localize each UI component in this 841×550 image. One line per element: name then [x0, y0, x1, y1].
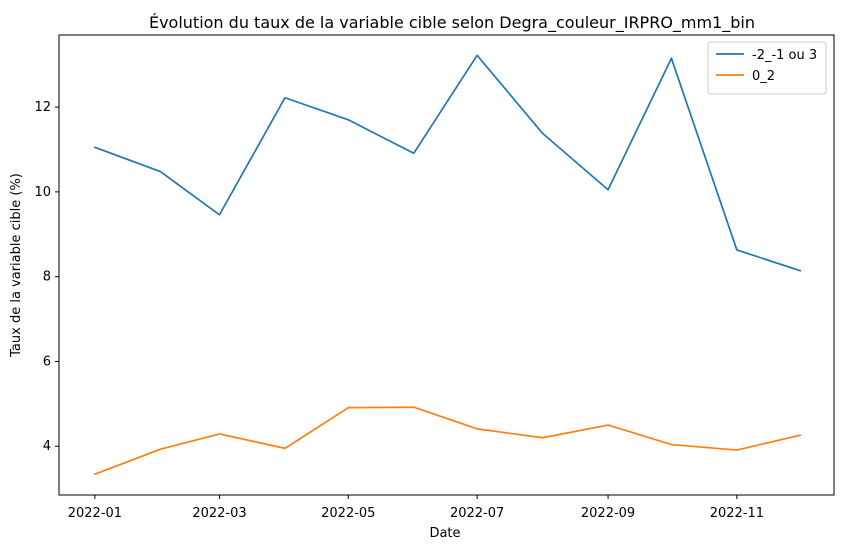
x-tick-label: 2022-09	[581, 506, 635, 521]
x-tick-label: 2022-05	[321, 506, 375, 521]
x-tick-label: 2022-11	[710, 506, 764, 521]
x-axis-label: Date	[429, 526, 460, 541]
series-line-2	[94, 406, 802, 476]
legend-label: -2_-1 ou 3	[752, 48, 817, 63]
y-axis-label: Taux de la variable cible (%)	[9, 173, 24, 358]
y-tick-label: 4	[43, 439, 51, 454]
y-tick-label: 10	[34, 185, 51, 200]
x-tick-label: 2022-03	[192, 506, 246, 521]
chart-title: Évolution du taux de la variable cible s…	[149, 13, 755, 33]
x-tick-label: 2022-07	[450, 506, 504, 521]
y-tick-label: 6	[43, 354, 51, 369]
legend-label: 0_2	[752, 69, 775, 84]
x-tick-label: 2022-01	[68, 506, 122, 521]
series-line-1	[94, 54, 802, 272]
legend: -2_-1 ou 3 0_2	[707, 41, 827, 95]
y-tick-label: 12	[34, 100, 51, 115]
legend-box	[707, 41, 827, 95]
plot-area-frame	[58, 34, 835, 496]
y-tick-label: 8	[43, 270, 51, 285]
